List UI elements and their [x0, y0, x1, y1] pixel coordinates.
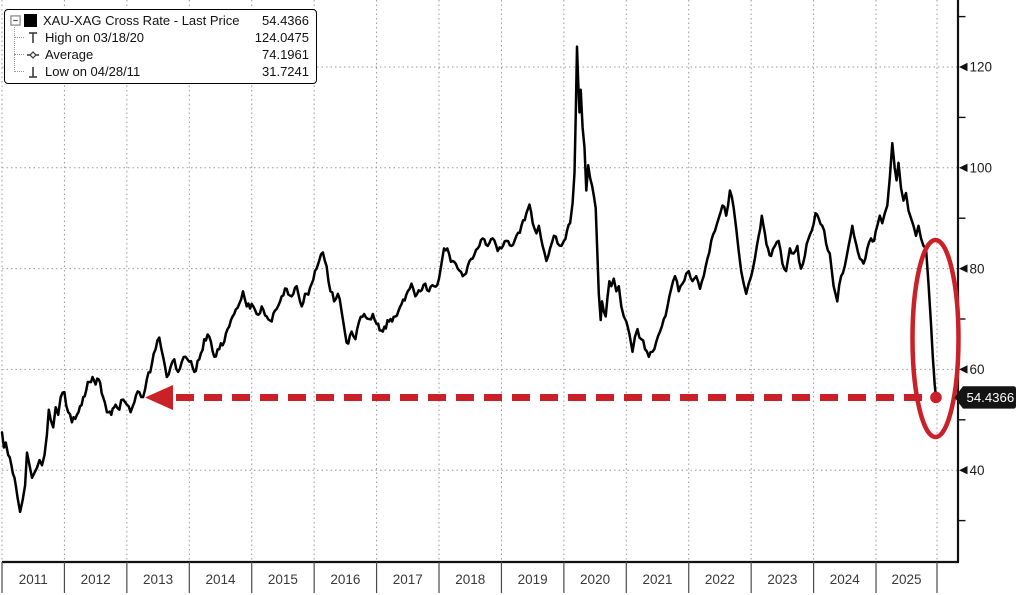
last-price-tag: 54.4366 [954, 386, 1016, 409]
x-year-label: 2024 [830, 572, 861, 587]
low-marker-icon [29, 66, 37, 78]
x-year-label: 2015 [268, 572, 298, 587]
series-label: XAU-XAG Cross Rate - Last Price [43, 13, 240, 28]
last-price-dot [930, 391, 942, 404]
x-year-label: 2018 [455, 572, 485, 587]
x-year-label: 2013 [143, 572, 173, 587]
y-tick-arrow-icon [959, 264, 968, 273]
x-year-label: 2021 [642, 572, 672, 587]
expand-collapse-icon[interactable] [10, 15, 21, 26]
x-year-label: 2019 [518, 572, 548, 587]
x-year-label: 2014 [205, 572, 236, 587]
legend-tree-stub [14, 54, 24, 55]
legend-tree-stub [14, 71, 24, 72]
y-tick-arrow-icon [959, 466, 968, 475]
annotation-group [145, 237, 961, 440]
y-tick-arrow-icon [959, 365, 968, 374]
high-marker-icon [29, 31, 37, 43]
legend-row-high[interactable]: High on 03/18/20 124.0475 [10, 29, 309, 46]
series-last-price-value: 54.4366 [262, 13, 309, 28]
y-tick-label: 60 [970, 362, 985, 377]
x-year-label: 2012 [81, 572, 111, 587]
average-label: Average [45, 47, 94, 62]
x-year-label: 2020 [580, 572, 610, 587]
legend-panel: XAU-XAG Cross Rate - Last Price 54.4366 … [4, 9, 317, 84]
average-value: 74.1961 [262, 47, 309, 62]
legend-tree-line [14, 27, 15, 72]
axes: 120 100 80 60 40 2011 2012 2013 2014 2015 2016 2017… [1, 0, 993, 593]
legend-row-series[interactable]: XAU-XAG Cross Rate - Last Price 54.4366 [10, 12, 309, 29]
gridlines [1, 0, 958, 593]
price-line-series [0, 45, 938, 514]
high-label: High on 03/18/20 [45, 30, 145, 45]
x-year-label: 2011 [19, 572, 48, 587]
legend-tree-stub [14, 37, 24, 38]
low-label: Low on 04/28/11 [45, 64, 141, 79]
y-tick-arrow-icon [959, 163, 968, 172]
y-tick-label: 40 [970, 463, 985, 478]
legend-row-average[interactable]: Average 74.1961 [10, 46, 309, 63]
y-tick-label: 80 [970, 261, 985, 276]
high-value: 124.0475 [254, 30, 309, 45]
x-year-label: 2017 [393, 572, 423, 587]
low-value: 31.7241 [262, 64, 309, 79]
legend-row-low[interactable]: Low on 04/28/11 31.7241 [10, 63, 309, 80]
x-year-label: 2022 [705, 572, 735, 587]
series-color-swatch [24, 14, 37, 27]
highlight-ellipse [910, 237, 961, 440]
x-year-label: 2023 [767, 572, 797, 587]
last-price-tag-shape [954, 386, 1016, 409]
y-tick-label: 100 [970, 161, 993, 176]
average-marker-icon [27, 50, 39, 59]
y-tick-arrow-icon [959, 62, 968, 72]
x-year-label: 2016 [330, 572, 360, 587]
last-price-tag-text: 54.4366 [967, 390, 1015, 405]
arrowhead-left-icon [145, 384, 173, 410]
x-year-label: 2025 [891, 572, 921, 587]
y-tick-label: 120 [970, 60, 993, 75]
